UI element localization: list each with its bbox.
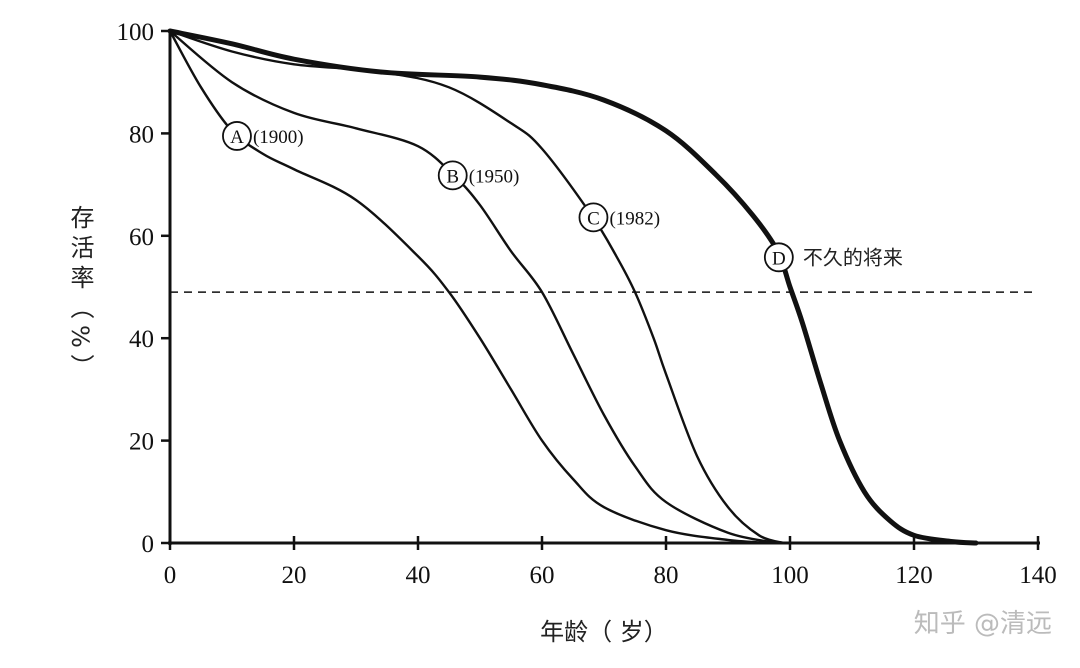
series-line-a [168, 29, 773, 545]
series-marker-b [437, 160, 468, 191]
markers: A (1900) B (1950) C (1982) D 不久的将来 [222, 121, 903, 273]
x-tick-label: 80 [654, 562, 679, 589]
series-marker-c [578, 202, 609, 233]
x-tick-label: 60 [530, 562, 555, 589]
x-tick-label: 140 [1019, 562, 1057, 589]
series-label: (1900) [253, 127, 304, 148]
x-tick-label: 40 [406, 562, 431, 589]
y-tick-label: 60 [129, 224, 154, 251]
series-line-d [167, 28, 979, 546]
y-tick-label: 100 [117, 19, 155, 46]
series-label: (1950) [469, 166, 520, 187]
ticks: 0 20 40 60 80 100 120 140 0 20 40 60 80 100 [117, 19, 1057, 589]
series-line-b [168, 29, 779, 545]
series-letter: C [587, 208, 600, 229]
series-marker-d [763, 242, 794, 273]
curves [167, 28, 979, 546]
y-tick-label: 20 [129, 429, 154, 456]
series-marker-a [222, 121, 252, 151]
x-tick-label: 0 [164, 562, 177, 589]
y-tick-label: 80 [129, 121, 154, 148]
series-letter: D [772, 248, 786, 269]
x-tick-label: 20 [282, 562, 307, 589]
x-tick-label: 120 [895, 562, 933, 589]
series-letter: A [230, 127, 244, 148]
series-line-c [168, 29, 785, 545]
series-label: 不久的将来 [803, 245, 903, 269]
y-axis-label: 存活率（%） [66, 205, 94, 384]
x-tick-label: 100 [771, 562, 809, 589]
series-label: (1982) [609, 208, 660, 229]
y-tick-label: 0 [142, 531, 155, 558]
watermark: 知乎 @清远 [914, 609, 1052, 639]
x-axis-label: 年龄（ 岁） [540, 618, 668, 646]
series-letter: B [446, 166, 459, 187]
y-tick-label: 40 [129, 326, 154, 353]
